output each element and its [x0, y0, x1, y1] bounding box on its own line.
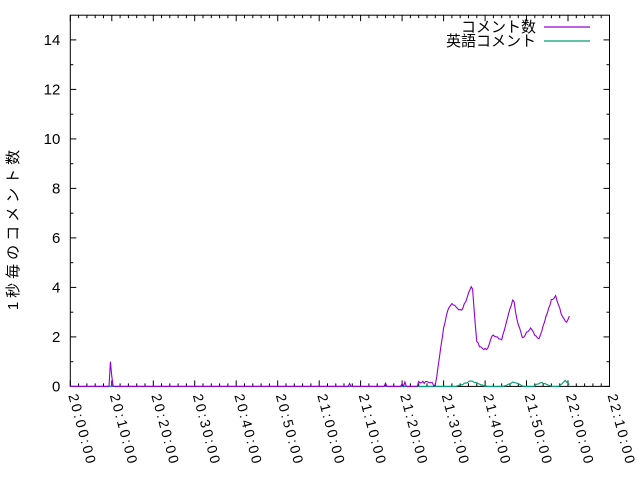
svg-text:12: 12: [44, 81, 61, 98]
svg-text:6: 6: [52, 230, 60, 247]
svg-text:2: 2: [52, 329, 60, 346]
svg-text:4: 4: [52, 279, 60, 296]
svg-text:14: 14: [44, 32, 61, 49]
svg-text:8: 8: [52, 180, 60, 197]
svg-text:英語コメント: 英語コメント: [446, 32, 536, 50]
svg-text:1秒毎のコメント数: 1秒毎のコメント数: [5, 146, 22, 310]
svg-text:10: 10: [44, 131, 61, 148]
svg-text:0: 0: [52, 378, 60, 395]
